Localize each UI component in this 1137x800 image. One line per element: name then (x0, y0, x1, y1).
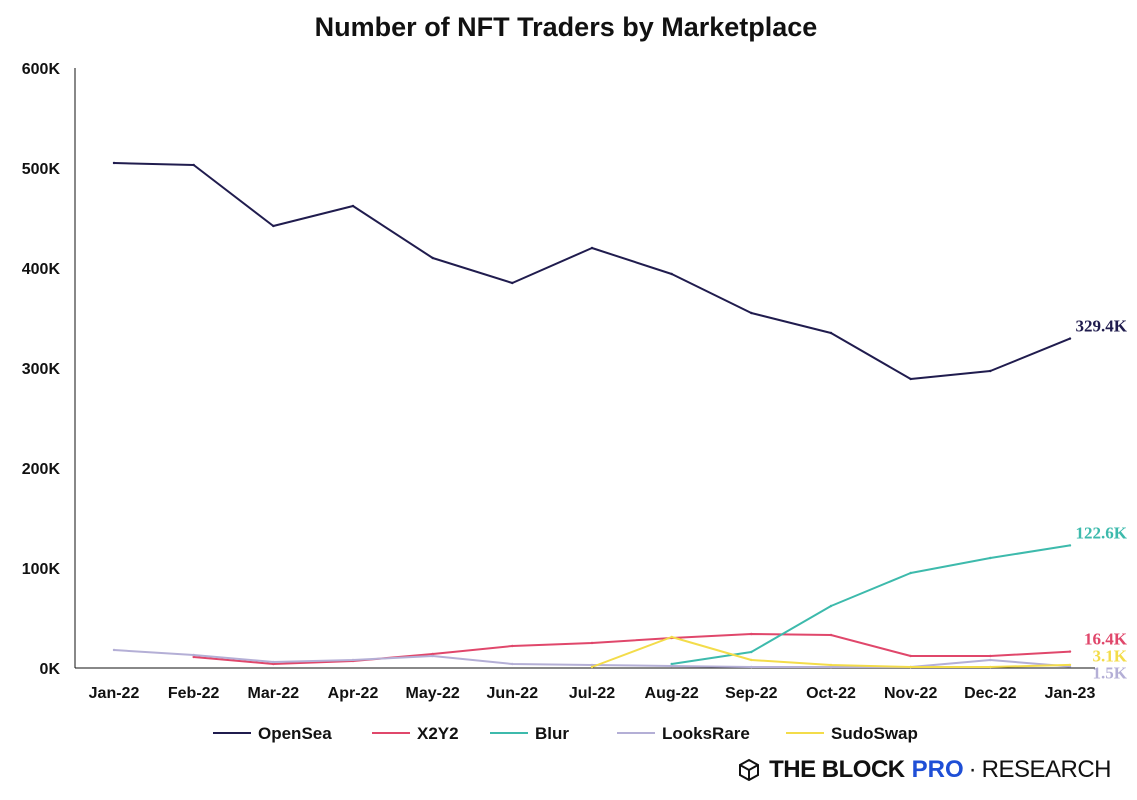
data-point (989, 665, 992, 669)
data-point (989, 654, 992, 658)
data-point (272, 224, 275, 228)
series-line-x2y2 (192, 633, 1071, 665)
data-point (909, 654, 912, 658)
data-point (192, 163, 195, 167)
data-point (1068, 544, 1072, 547)
data-point (829, 633, 833, 637)
data-point (750, 665, 753, 669)
legend-label: OpenSea (258, 724, 332, 743)
legend-label: X2Y2 (417, 724, 459, 743)
series-lines (112, 161, 1072, 669)
data-point (909, 377, 912, 381)
data-point (909, 571, 912, 575)
x-tick-label: Aug-22 (645, 685, 699, 702)
legend-label: LooksRare (662, 724, 750, 743)
data-point (112, 648, 116, 652)
y-tick-label: 600K (22, 61, 61, 78)
data-point (351, 204, 355, 208)
the-block-cube-icon (739, 758, 760, 782)
brand-product: PRO (911, 756, 964, 783)
data-point (431, 654, 434, 658)
end-label-opensea: 329.4K (1076, 317, 1128, 336)
end-label-sudoswap: 3.1K (1093, 647, 1128, 666)
data-point (1068, 663, 1072, 667)
x-tick-label: Apr-22 (328, 685, 379, 702)
x-tick-label: Feb-22 (168, 685, 220, 702)
data-point (112, 161, 116, 165)
x-tick-label: Sep-22 (725, 685, 778, 702)
data-point (829, 663, 833, 667)
x-tick-label: Jun-22 (487, 685, 539, 702)
end-label-looksrare: 1.5K (1093, 664, 1128, 683)
series-line-sudoswap (591, 636, 1071, 668)
data-point (351, 658, 355, 662)
legend: OpenSea X2Y2 Blur LooksRare SudoSwap (213, 724, 918, 743)
data-point (192, 653, 195, 657)
series-sudoswap (590, 635, 1072, 669)
data-point (670, 272, 673, 276)
x-tick-label: May-22 (406, 685, 460, 702)
data-point (511, 644, 514, 648)
data-point (670, 635, 673, 639)
y-tick-label: 400K (22, 261, 61, 278)
data-point (590, 663, 594, 667)
y-tick-label: 200K (22, 461, 61, 478)
y-tick-labels: 0K 100K 200K 300K 400K 500K 600K (22, 61, 61, 678)
data-point (909, 665, 912, 669)
data-point (829, 604, 833, 608)
brand-name: THE BLOCK (769, 756, 905, 783)
data-point (989, 556, 992, 560)
y-tick-label: 100K (22, 561, 61, 578)
brand-section: RESEARCH (981, 756, 1112, 783)
x-tick-label: Mar-22 (248, 685, 300, 702)
data-point (1068, 650, 1072, 653)
series-line-opensea (113, 162, 1071, 380)
x-tick-label: Jul-22 (569, 685, 615, 702)
data-point (590, 641, 594, 645)
x-tick-labels: Jan-22 Feb-22 Mar-22 Apr-22 May-22 Jun-22 Jul-… (89, 685, 1096, 702)
series-line-blur (670, 544, 1071, 665)
data-point (511, 281, 514, 285)
x-tick-label: Dec-22 (964, 685, 1017, 702)
data-point (670, 662, 673, 666)
data-point (272, 660, 275, 664)
x-tick-label: Jan-23 (1045, 685, 1096, 702)
data-point (590, 246, 594, 250)
legend-label: SudoSwap (831, 724, 918, 743)
brand-footer: THE BLOCK PRO · RESEARCH (737, 756, 1112, 784)
data-point (829, 331, 833, 335)
series-blur (670, 544, 1072, 666)
data-point (272, 662, 275, 666)
data-point (750, 632, 753, 636)
x-tick-label: Oct-22 (806, 685, 856, 702)
y-tick-label: 0K (40, 661, 61, 678)
end-label-blur: 122.6K (1076, 523, 1128, 542)
data-point (989, 658, 992, 662)
series-looksrare (112, 648, 1072, 669)
data-point (750, 650, 753, 654)
y-tick-label: 500K (22, 161, 61, 178)
data-point (192, 655, 195, 659)
data-point (590, 665, 594, 669)
y-tick-label: 300K (22, 361, 61, 378)
data-point (431, 652, 434, 656)
data-point (829, 665, 833, 669)
data-point (989, 369, 992, 373)
x-tick-label: Jan-22 (89, 685, 140, 702)
data-point (750, 658, 753, 662)
data-point (431, 256, 434, 260)
data-point (750, 311, 753, 315)
chart-title: Number of NFT Traders by Marketplace (315, 12, 818, 42)
series-opensea (112, 161, 1072, 381)
data-point (670, 664, 673, 668)
data-point (1068, 337, 1072, 340)
end-label-x2y2: 16.4K (1084, 630, 1128, 649)
brand-separator: · (968, 756, 977, 783)
x-tick-label: Nov-22 (884, 685, 937, 702)
series-end-labels: 329.4K 122.6K 16.4K3.1K1.5K (1076, 317, 1128, 683)
data-point (511, 662, 514, 666)
legend-label: Blur (535, 724, 569, 743)
